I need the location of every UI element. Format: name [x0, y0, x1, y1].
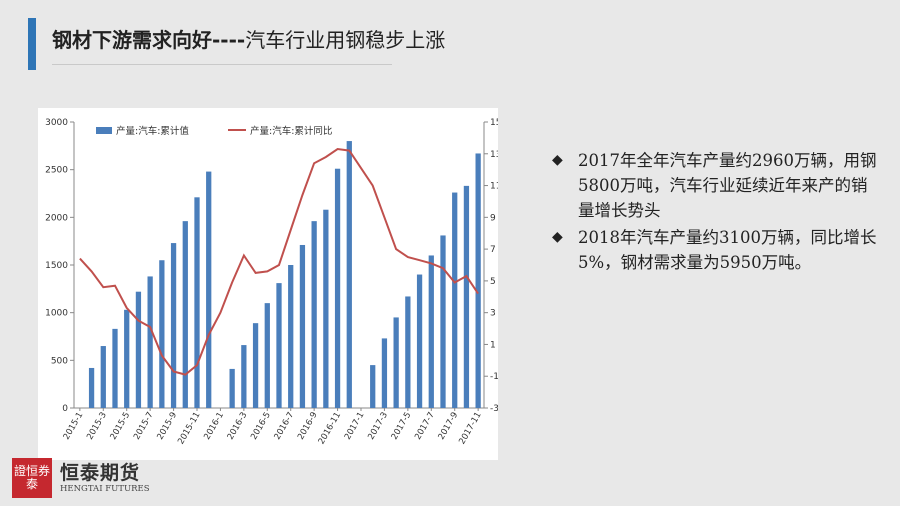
bar	[334, 168, 341, 408]
bar	[182, 221, 188, 408]
y-left-tick-label: 2500	[45, 166, 68, 176]
legend-bar-swatch	[96, 127, 112, 134]
bullet-text: 2017年全年汽车产量约2960万辆，用钢5800万吨，汽车行业延续近年来产的销…	[578, 151, 877, 220]
y-left-tick-label: 2000	[45, 213, 68, 223]
diamond-bullet-icon: ◆	[552, 229, 563, 245]
logo-name-cn: 恒泰期货	[60, 462, 141, 484]
bar	[288, 265, 294, 408]
bar	[416, 274, 423, 408]
y-left-tick-label: 3000	[45, 118, 68, 128]
bar	[241, 345, 247, 408]
bar	[170, 243, 177, 408]
x-tick-label: 2016-7	[273, 411, 297, 442]
bar	[299, 244, 306, 408]
x-tick-label: 2017-5	[390, 411, 414, 442]
slide-title-bold: 钢材下游需求向好----	[52, 28, 246, 52]
y-right-tick-label: 3	[490, 309, 496, 319]
x-tick-label: 2016-3	[226, 411, 250, 442]
title-underline	[52, 64, 392, 65]
bar	[440, 235, 446, 408]
x-tick-label: 2016-5	[249, 411, 273, 442]
bar	[475, 153, 481, 408]
bar	[135, 291, 142, 408]
bar	[229, 368, 235, 408]
x-tick-label: 2017-11	[457, 411, 483, 447]
bar	[452, 192, 458, 408]
bar	[100, 346, 106, 408]
legend-label: 产量:汽车:累计同比	[250, 125, 332, 137]
bar	[346, 141, 352, 409]
bar	[88, 367, 95, 408]
y-right-tick-label: 5	[490, 277, 496, 287]
yoy-growth-line	[79, 147, 479, 376]
y-right-tick-label: 1	[490, 340, 496, 350]
bar	[393, 317, 399, 408]
y-right-tick-label: -3	[490, 404, 498, 414]
bullet-list: ◆ 2017年全年汽车产量约2960万辆，用钢5800万吨，汽车行业延续近年来产…	[552, 148, 882, 277]
chart-panel: 050010001500200025003000-3-1135791113152…	[38, 108, 501, 460]
y-right-tick-label: 13	[490, 150, 498, 160]
x-tick-label: 2016-1	[202, 411, 226, 442]
x-tick-label: 2015-1	[62, 411, 86, 442]
bar	[370, 365, 376, 408]
bar	[252, 323, 259, 408]
bar	[147, 276, 153, 408]
y-right-tick-label: -1	[490, 372, 498, 382]
x-tick-label: 2016-9	[296, 411, 320, 442]
y-left-tick-label: 0	[62, 404, 68, 414]
x-tick-label: 2017-3	[366, 411, 390, 442]
y-left-tick-label: 1500	[45, 261, 68, 271]
x-tick-label: 2015-7	[132, 411, 156, 442]
x-tick-label: 2015-3	[85, 411, 109, 442]
bullet-item: ◆ 2018年汽车产量约3100万辆，同比增长5%，钢材需求量为5950万吨。	[552, 225, 882, 275]
x-tick-label: 2015-11	[176, 411, 202, 447]
x-tick-label: 2017-1	[343, 411, 367, 442]
title-accent-bar	[28, 18, 36, 70]
bar	[206, 171, 212, 408]
bullet-text: 2018年汽车产量约3100万辆，同比增长5%，钢材需求量为5950万吨。	[578, 228, 877, 272]
bar	[159, 260, 165, 408]
bar	[264, 303, 270, 408]
x-tick-label: 2016-11	[317, 411, 343, 447]
x-tick-label: 2017-7	[413, 411, 437, 442]
bar	[194, 197, 200, 408]
bar	[381, 338, 388, 408]
y-right-tick-label: 9	[490, 213, 496, 223]
y-left-tick-label: 500	[51, 356, 68, 366]
bar	[428, 255, 434, 408]
bar	[276, 283, 282, 408]
y-left-tick-label: 1000	[45, 309, 68, 319]
bar	[112, 328, 118, 408]
bar	[124, 309, 130, 408]
y-right-tick-label: 11	[490, 182, 498, 192]
slide-title: 钢材下游需求向好----汽车行业用钢稳步上涨	[52, 24, 445, 53]
slide-title-rest: 汽车行业用钢稳步上涨	[245, 28, 446, 52]
x-tick-label: 2017-9	[437, 411, 461, 442]
bar	[405, 296, 411, 408]
x-tick-label: 2015-9	[155, 411, 179, 442]
bar	[323, 209, 329, 408]
diamond-bullet-icon: ◆	[552, 152, 563, 168]
bar	[311, 221, 317, 408]
auto-production-chart: 050010001500200025003000-3-1135791113152…	[45, 118, 501, 447]
x-tick-label: 2015-5	[109, 411, 133, 442]
company-logo: 證恒券泰 恒泰期货 HENGTAI FUTURES	[12, 458, 172, 500]
y-right-tick-label: 7	[490, 245, 496, 255]
logo-name-en: HENGTAI FUTURES	[60, 484, 150, 494]
bullet-item: ◆ 2017年全年汽车产量约2960万辆，用钢5800万吨，汽车行业延续近年来产…	[552, 148, 882, 223]
bar	[463, 185, 470, 408]
legend-label: 产量:汽车:累计值	[116, 125, 189, 137]
logo-seal: 證恒券泰	[12, 458, 52, 498]
y-right-tick-label: 15	[490, 118, 498, 128]
